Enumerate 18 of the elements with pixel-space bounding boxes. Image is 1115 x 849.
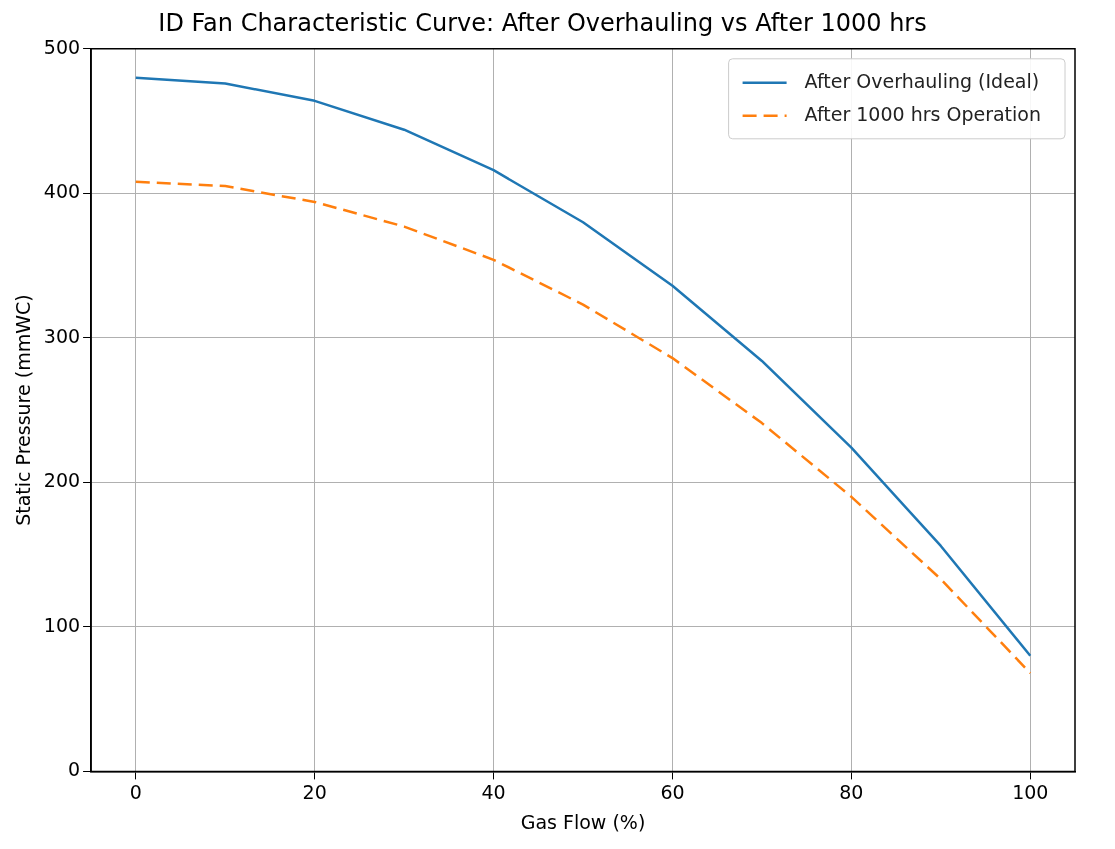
legend-label: After Overhauling (Ideal) (804, 69, 1040, 92)
x-tick-label: 40 (481, 780, 506, 803)
y-tick-label: 500 (43, 35, 81, 58)
y-axis-title: Static Pressure (mmWC) (12, 294, 35, 526)
y-tick-label: 100 (43, 613, 81, 636)
x-tick-label: 0 (129, 780, 142, 803)
chart-title: ID Fan Characteristic Curve: After Overhauling vs After 1000 hrs (158, 8, 927, 37)
x-tick-label: 80 (839, 780, 864, 803)
x-tick-label: 60 (660, 780, 685, 803)
legend-label: After 1000 hrs Operation (804, 102, 1041, 125)
y-tick-label: 300 (43, 324, 81, 347)
y-tick-label: 0 (67, 758, 81, 781)
x-tick-label: 100 (1012, 780, 1049, 803)
y-tick-label: 400 (43, 180, 81, 203)
line-series (134, 180, 1032, 675)
y-tick-label: 200 (43, 469, 81, 492)
x-tick-label: 20 (302, 780, 327, 803)
x-axis-title: Gas Flow (%) (520, 810, 646, 833)
